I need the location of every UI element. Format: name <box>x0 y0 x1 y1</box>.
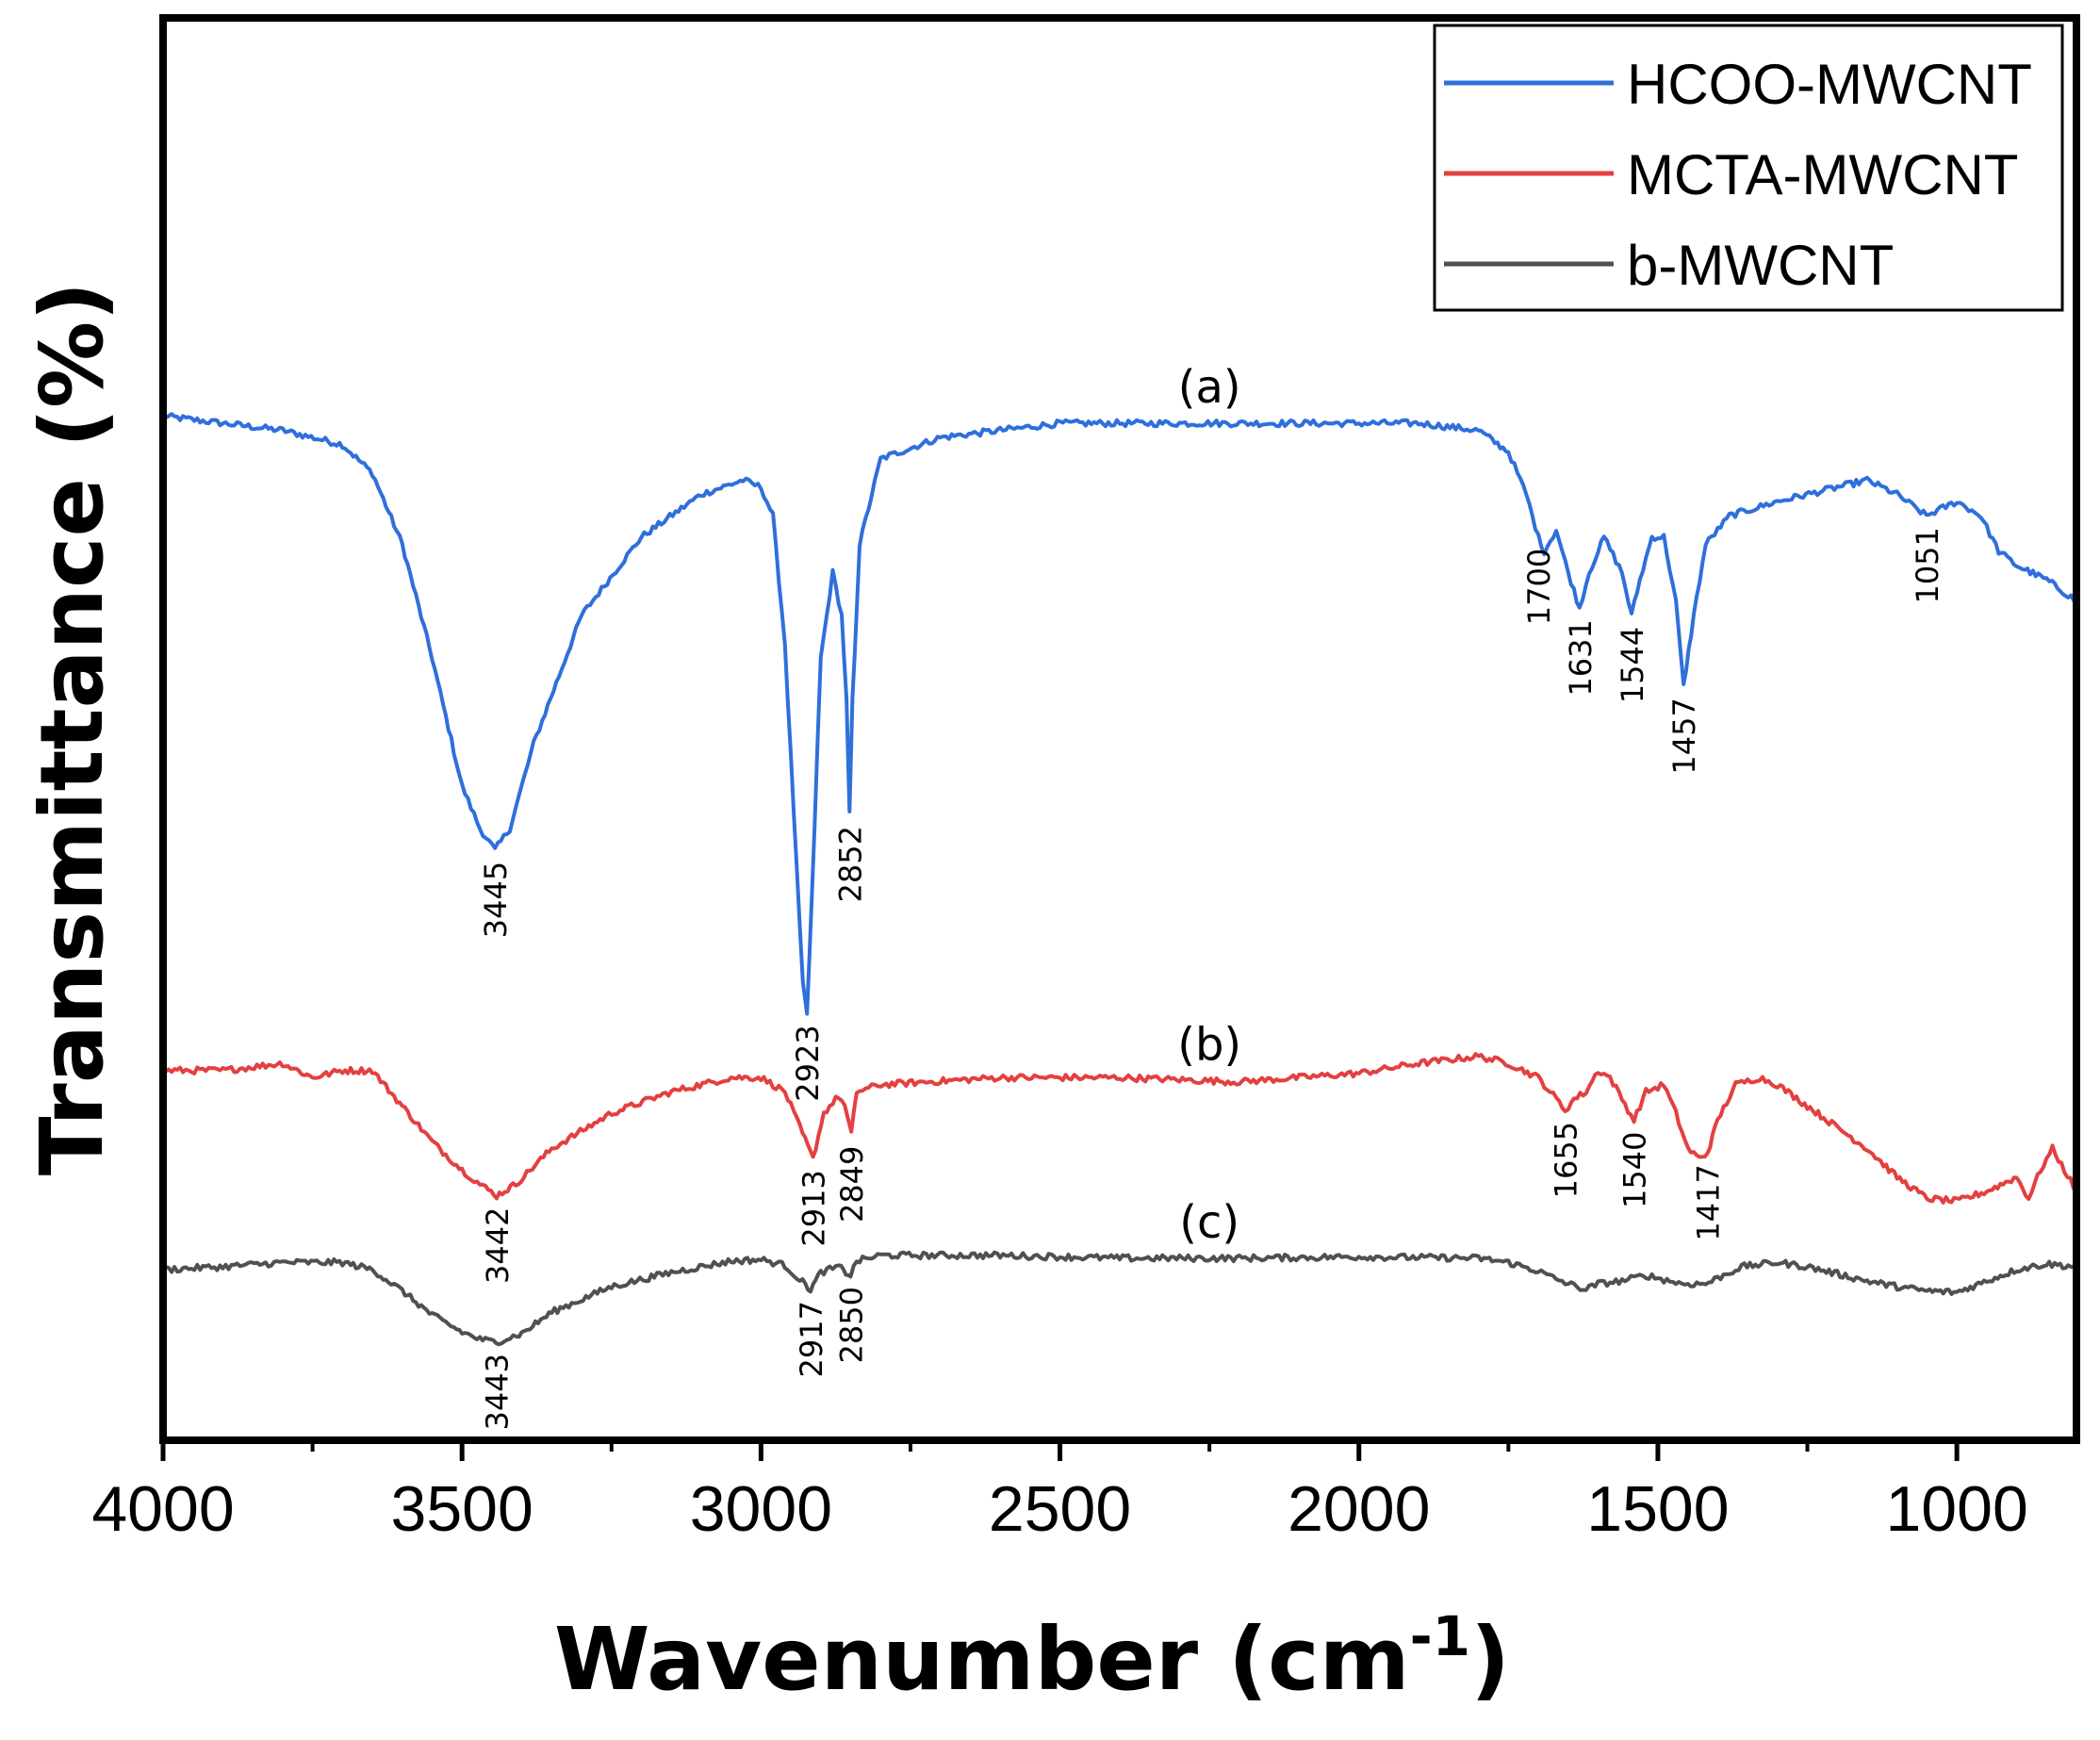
peak-label: 1051 <box>1910 527 1945 603</box>
peak-label: 1544 <box>1615 627 1650 703</box>
peak-label: 3443 <box>479 1354 515 1430</box>
plot-frame <box>159 14 2080 1444</box>
x-axis-title-superscript: -1 <box>1410 1604 1470 1668</box>
x-tick-label: 3000 <box>690 1473 832 1545</box>
y-axis-title: Transmittance (%) <box>22 282 123 1176</box>
legend-label-2: MCTA-MWCNT <box>1627 143 2018 206</box>
x-tick-label: 3500 <box>391 1473 533 1545</box>
peak-label: 2923 <box>790 1025 826 1101</box>
peak-label: 1540 <box>1617 1132 1653 1208</box>
x-axis: 4000 3500 3000 2500 2000 1500 1000 <box>91 1440 2028 1545</box>
series-line-2 <box>161 1052 2078 1205</box>
x-axis-title: Wavenumber (cm-1) <box>554 1604 1510 1710</box>
peak-label: 3442 <box>480 1207 516 1284</box>
x-tick-label: 1500 <box>1586 1473 1729 1545</box>
curve-label-2: (b) <box>1177 1019 1241 1072</box>
x-axis-title-main: Wavenumber (cm <box>554 1609 1410 1710</box>
series-line-1 <box>161 412 2077 1016</box>
peak-label: 2917 <box>794 1301 829 1377</box>
x-axis-title-close: ) <box>1470 1609 1510 1710</box>
peak-label: 2852 <box>832 826 868 902</box>
x-tick-label: 1000 <box>1885 1473 2027 1545</box>
curve-label-1: (a) <box>1178 361 1241 414</box>
curve-label-3: (c) <box>1179 1196 1239 1249</box>
peak-label: 2850 <box>834 1287 870 1363</box>
peak-label: 1700 <box>1521 549 1557 625</box>
series-line-3 <box>161 1250 2077 1347</box>
x-tick-label: 2500 <box>989 1473 1131 1545</box>
peak-label: 3445 <box>478 862 514 938</box>
legend-label-1: HCOO-MWCNT <box>1627 53 2032 116</box>
peak-label: 1457 <box>1666 698 1702 774</box>
peak-label: 1655 <box>1549 1122 1584 1198</box>
series-layer <box>161 412 2078 1347</box>
legend-entries: HCOO-MWCNT MCTA-MWCNT b-MWCNT <box>1444 53 2032 297</box>
peak-label: 2849 <box>834 1146 870 1223</box>
peak-label: 2913 <box>796 1170 832 1246</box>
peak-label: 1631 <box>1563 619 1599 696</box>
legend-label-3: b-MWCNT <box>1627 234 1894 297</box>
x-tick-label: 2000 <box>1288 1473 1430 1545</box>
peak-label: 1417 <box>1691 1164 1727 1240</box>
curve-label-layer: (a) (b) (c) <box>1177 361 1241 1249</box>
x-tick-label: 4000 <box>91 1473 234 1545</box>
legend: HCOO-MWCNT MCTA-MWCNT b-MWCNT <box>1433 24 2064 312</box>
